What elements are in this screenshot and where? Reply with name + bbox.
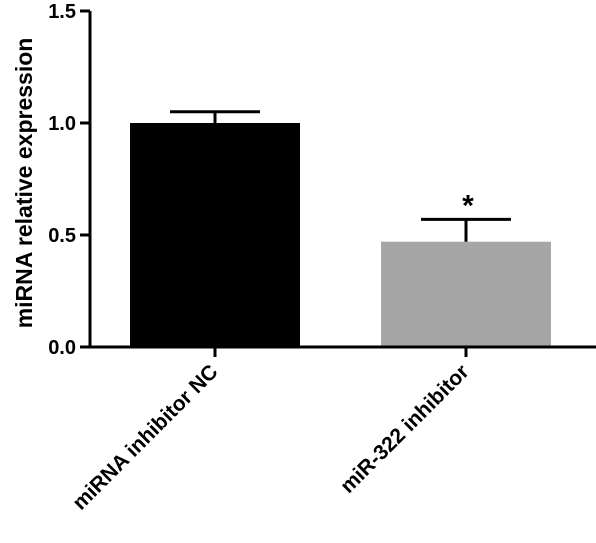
bar	[130, 123, 300, 347]
bars	[130, 123, 551, 347]
x-axis-ticks: miRNA inhibitor NC miR-322 inhibitor	[68, 347, 474, 515]
y-tick-label: 1.0	[48, 113, 76, 135]
error-bars	[170, 110, 511, 242]
significance-marker: *	[462, 189, 474, 222]
bar	[381, 241, 551, 347]
y-axis-ticks: 0.0 0.5 1.0 1.5	[48, 1, 90, 359]
y-tick-label: 1.5	[48, 1, 76, 23]
significance-annotations: *	[462, 189, 474, 222]
y-axis-label: miRNA relative expression	[11, 38, 37, 329]
x-tick-label: miRNA inhibitor NC	[68, 360, 222, 514]
y-tick-label: 0.0	[48, 337, 76, 359]
x-tick-label: miR-322 inhibitor	[336, 360, 474, 498]
y-tick-label: 0.5	[48, 225, 76, 247]
